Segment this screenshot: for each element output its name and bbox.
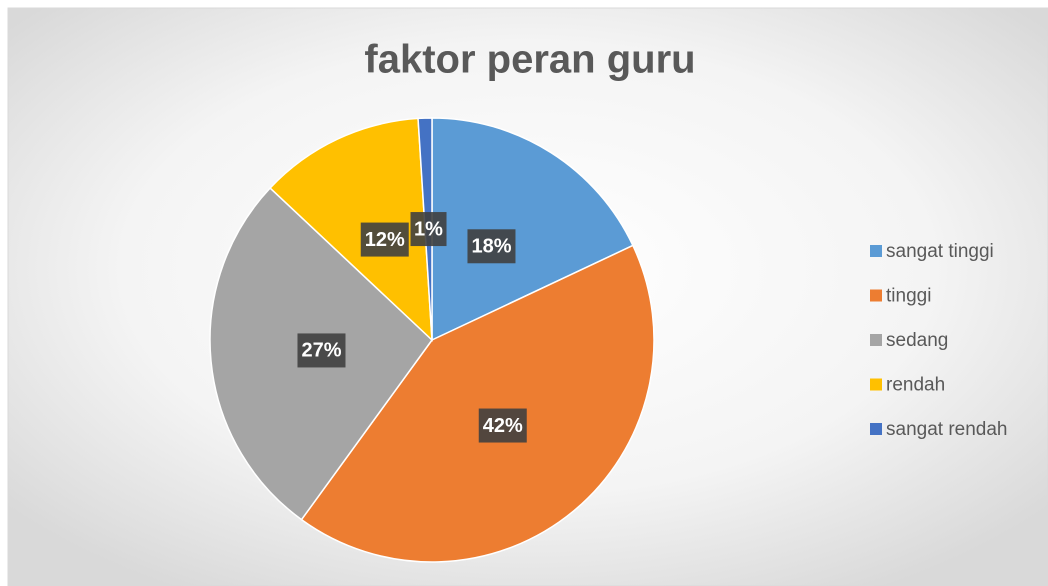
legend-swatch	[870, 334, 882, 346]
legend-label: sedang	[886, 330, 948, 351]
legend-label: tinggi	[886, 286, 931, 307]
legend-swatch	[870, 245, 882, 257]
legend-swatch	[870, 289, 882, 302]
data-label-box	[360, 222, 409, 257]
legend-label: sangat rendah	[886, 419, 1008, 440]
data-label-box	[467, 229, 516, 264]
data-label-box	[297, 333, 346, 368]
legend-label: sangat tinggi	[886, 241, 994, 262]
data-label: 1%	[414, 218, 443, 240]
pie-slice	[300, 244, 655, 563]
data-label-box	[478, 408, 527, 443]
data-label: 12%	[365, 229, 405, 251]
pie-slice	[431, 117, 634, 342]
data-label: 27%	[301, 340, 341, 362]
pie-slice	[269, 117, 433, 342]
data-label: 18%	[471, 236, 511, 258]
chart-title: faktor peran guru	[364, 38, 695, 82]
legend-swatch	[870, 378, 882, 391]
data-label: 42%	[483, 415, 523, 437]
legend-label: rendah	[886, 375, 945, 396]
legend-swatch	[870, 423, 882, 435]
data-label-box	[410, 212, 447, 247]
